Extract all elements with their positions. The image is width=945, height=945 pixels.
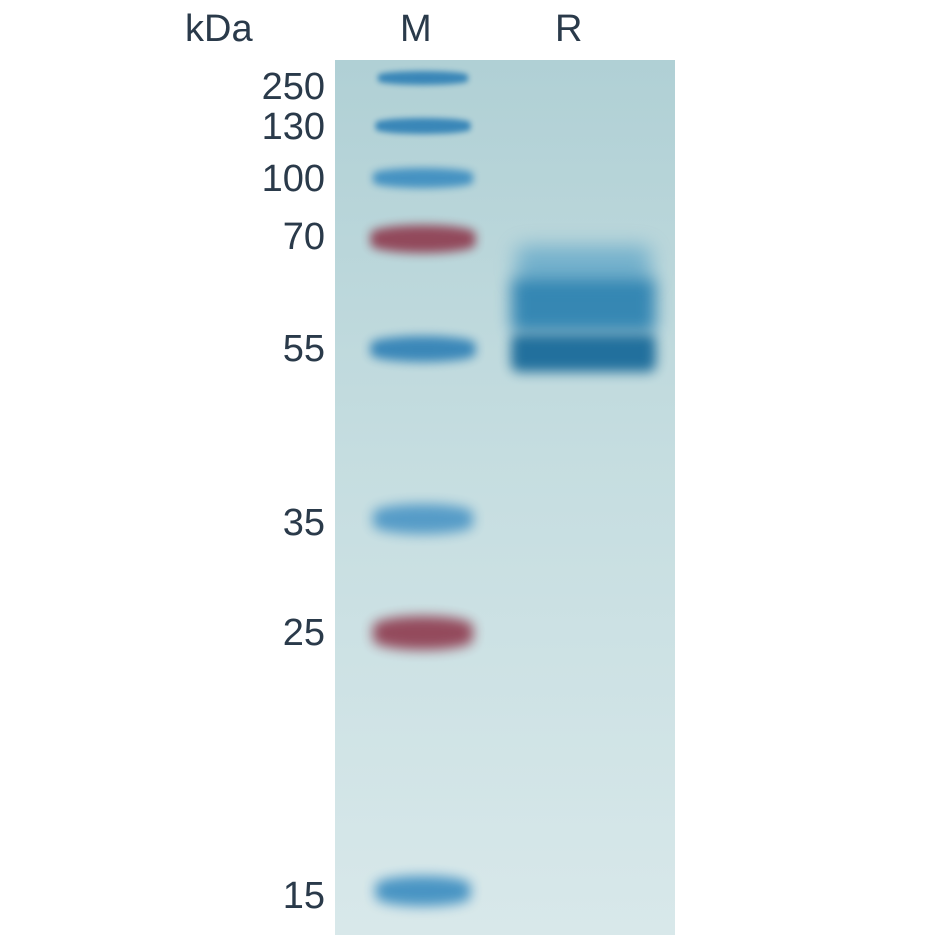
lane-m-label: M	[400, 8, 432, 51]
mw-label-2: 100	[262, 158, 325, 201]
mw-label-5: 35	[283, 502, 325, 545]
mw-label-6: 25	[283, 612, 325, 655]
ladder-band-6	[373, 616, 473, 650]
mw-label-0: 250	[262, 66, 325, 109]
ladder-band-1	[376, 118, 471, 134]
ladder-band-3	[371, 225, 476, 253]
sample-band-2	[511, 334, 656, 372]
ladder-band-0	[378, 71, 468, 85]
ladder-band-7	[376, 876, 471, 906]
sample-band-1	[511, 278, 656, 333]
mw-label-4: 55	[283, 328, 325, 371]
lane-r-label: R	[555, 8, 582, 51]
unit-label: kDa	[185, 8, 253, 51]
ladder-band-4	[371, 336, 476, 362]
ladder-band-5	[373, 504, 473, 534]
mw-label-3: 70	[283, 216, 325, 259]
mw-label-7: 15	[283, 875, 325, 918]
mw-label-1: 130	[262, 106, 325, 149]
ladder-band-2	[373, 168, 473, 188]
gel-image	[335, 60, 675, 935]
